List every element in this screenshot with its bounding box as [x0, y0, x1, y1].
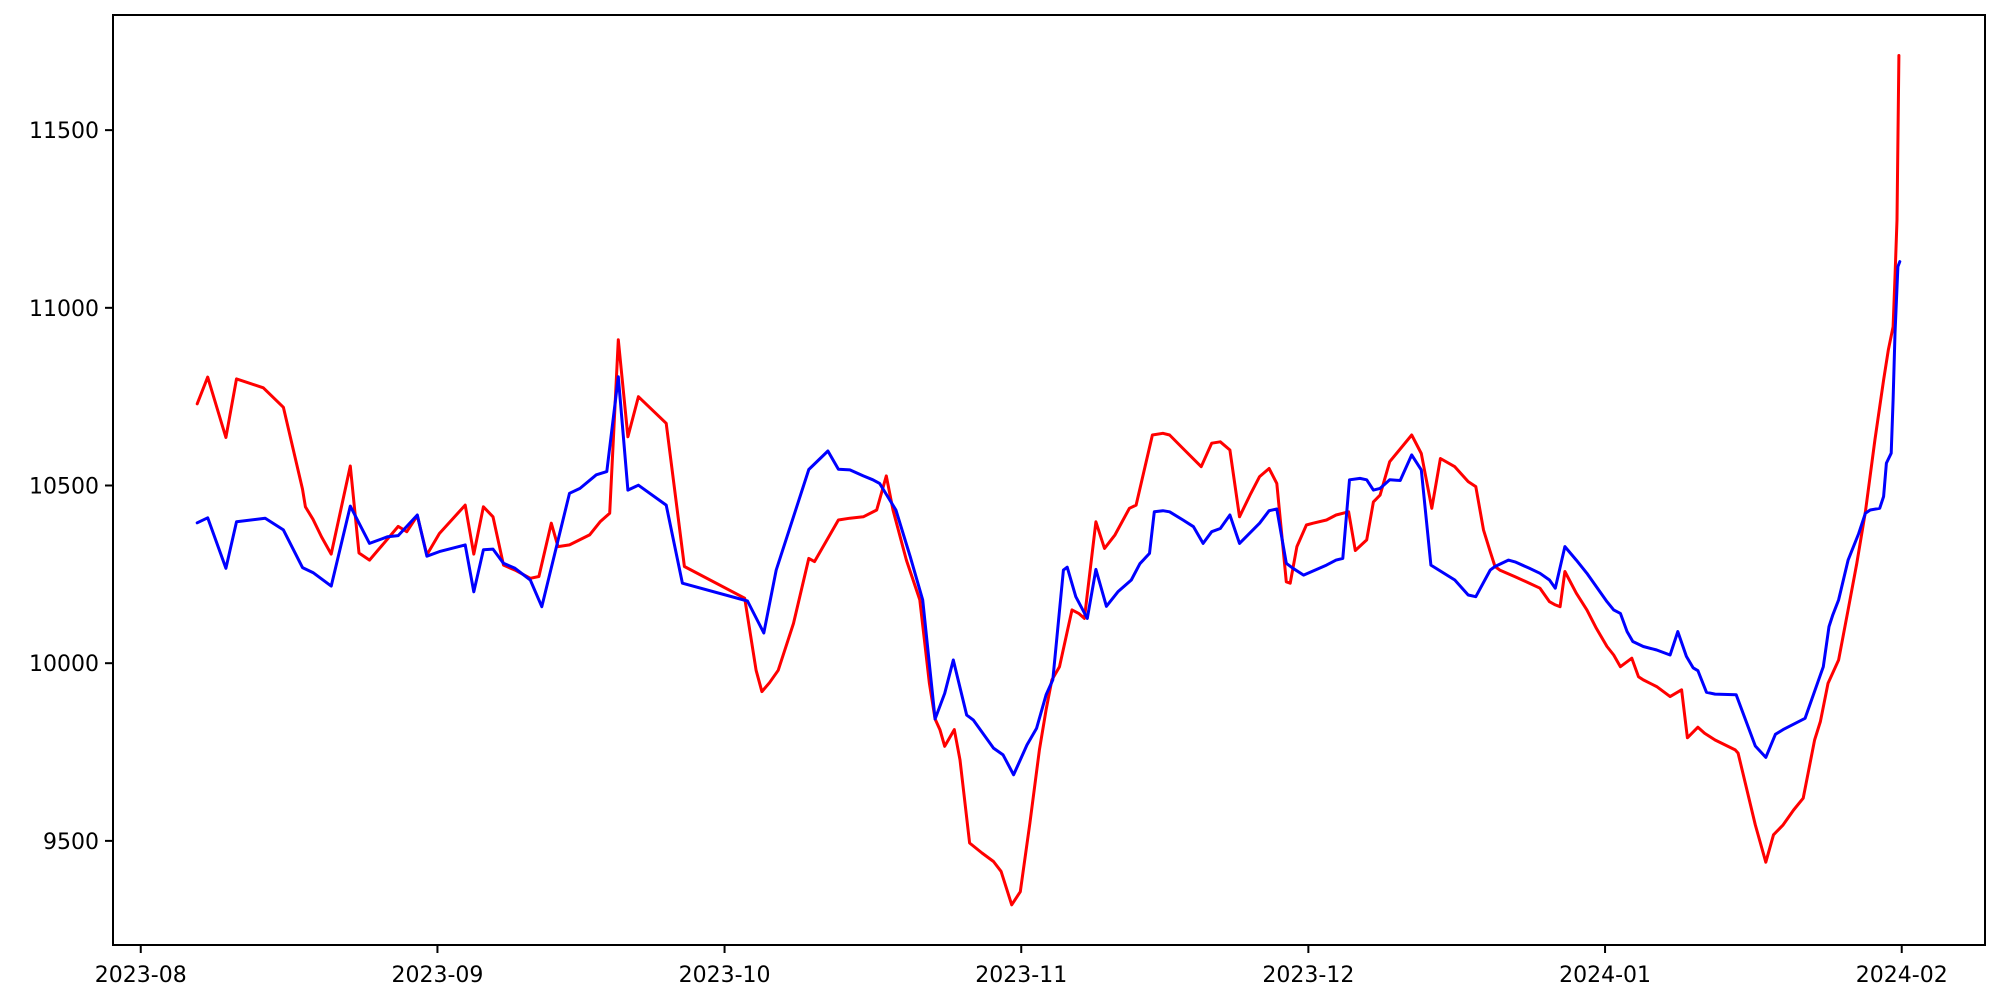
- x-tick-label: 2024-02: [1856, 963, 1948, 988]
- y-tick-label: 10000: [29, 652, 99, 677]
- x-tick-label: 2024-01: [1559, 963, 1651, 988]
- plot-border: [112, 14, 1986, 946]
- y-axis: 9500 10000 10500 11000 11500: [29, 119, 113, 855]
- x-tick-label: 2023-08: [95, 963, 187, 988]
- series-line-blue-series: [195, 260, 1902, 777]
- x-tick-label: 2023-11: [975, 963, 1067, 988]
- y-tick-label: 9500: [43, 830, 99, 855]
- y-tick-label: 11000: [29, 297, 99, 322]
- x-tick-label: 2023-09: [391, 963, 483, 988]
- x-tick-label: 2023-10: [679, 963, 771, 988]
- x-axis: 2023-08 2023-09 2023-10 2023-11 2023-12 2024-…: [95, 945, 1948, 988]
- x-tick-label: 2023-12: [1262, 963, 1354, 988]
- y-tick-label: 11500: [29, 119, 99, 144]
- y-tick-label: 10500: [29, 475, 99, 500]
- series-line-red-series: [195, 54, 1901, 907]
